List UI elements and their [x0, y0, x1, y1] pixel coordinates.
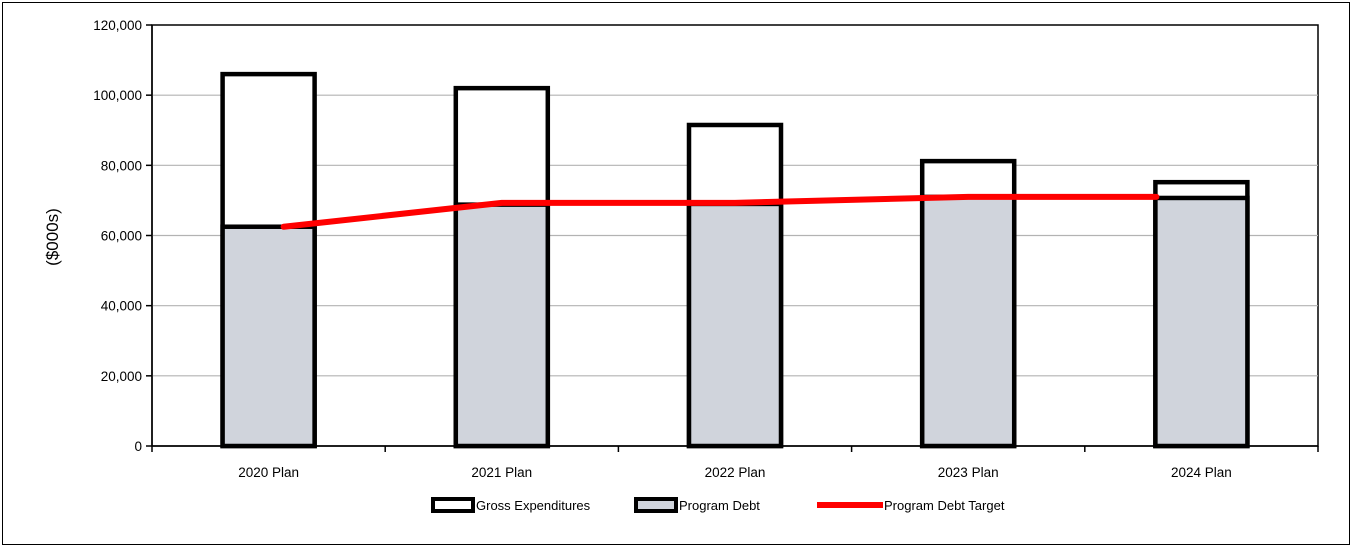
axes: [146, 24, 1319, 452]
y-tick-label: 40,000: [101, 299, 142, 314]
bar-program-debt: [1153, 195, 1250, 449]
axis-labels: ($000s) 0 20,000 40,000 60,000 80,000 100,000…: [43, 18, 1232, 480]
legend-swatch: [634, 497, 678, 513]
x-tick-label: 2021 Plan: [471, 465, 532, 480]
y-tick-label: 60,000: [101, 229, 142, 244]
series-line-program-debt-target: [280, 193, 1160, 230]
bar-program-debt: [453, 202, 551, 449]
bar-program-debt: [686, 201, 784, 449]
y-tick-label: 100,000: [93, 88, 142, 103]
legend-label: Program Debt: [679, 498, 760, 513]
bar-program-debt: [919, 194, 1017, 449]
bar-program-debt: [220, 224, 317, 449]
legend-swatch: [431, 497, 475, 513]
x-tick-label: 2020 Plan: [238, 465, 299, 480]
legend-label: Program Debt Target: [884, 498, 1005, 513]
y-tick-label: 20,000: [101, 369, 142, 384]
legend: Gross Expenditures Program Debt Program De…: [431, 497, 1005, 513]
y-tick-label: 0: [134, 439, 142, 454]
y-axis-label: ($000s): [43, 208, 62, 266]
x-tick-label: 2024 Plan: [1171, 465, 1232, 480]
chart-frame: [2, 2, 1350, 545]
legend-label: Gross Expenditures: [476, 498, 591, 513]
bars: [220, 71, 1250, 449]
x-tick-label: 2023 Plan: [938, 465, 999, 480]
target-line: [280, 193, 1160, 230]
x-tick-label: 2022 Plan: [705, 465, 766, 480]
y-tick-label: 80,000: [101, 158, 142, 173]
y-tick-label: 120,000: [93, 18, 142, 33]
